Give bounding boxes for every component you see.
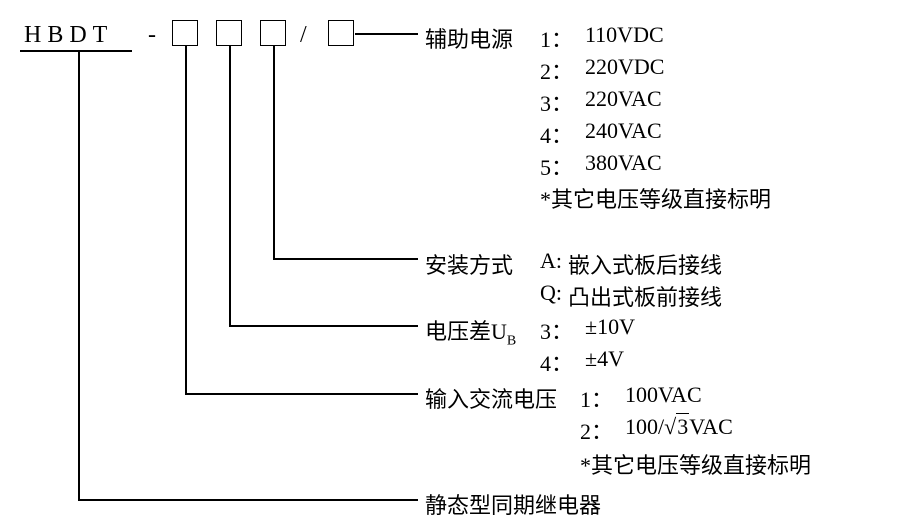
aux-opt-4-code: 4： <box>540 118 573 150</box>
aux-opt-2-val: 220VDC <box>585 54 664 80</box>
aux-opt-3-val: 220VAC <box>585 86 662 112</box>
aux-opt-3-code: 3： <box>540 86 573 118</box>
install-opt-a-code: A: <box>540 248 562 274</box>
vdiff-label-sub: B <box>507 333 516 348</box>
lead-box1-h <box>185 393 418 395</box>
product-name: 静态型同期继电器 <box>425 488 601 520</box>
install-opt-q-val: 凸出式板前接线 <box>568 280 722 312</box>
input-note: *其它电压等级直接标明 <box>580 448 811 480</box>
vdiff-opt-4-code: 4： <box>540 346 573 378</box>
input-opt-2-code: 2： <box>580 414 613 446</box>
input-opt-1-code: 1： <box>580 382 613 414</box>
lead-box3-v <box>273 46 275 259</box>
input-opt-1-val: 100VAC <box>625 382 702 408</box>
lead-box4-h <box>355 33 418 35</box>
lead-box3-h <box>273 258 418 260</box>
aux-opt-5-code: 5： <box>540 150 573 182</box>
input-opt-2-suffix: VAC <box>689 414 733 439</box>
vdiff-opt-4-val: ±4V <box>585 346 624 372</box>
model-code-diagram: HBDT - / 辅助电源 1： 110VDC 2： 220VDC 3： 220… <box>0 0 900 526</box>
sqrt-icon: 3 <box>664 414 689 440</box>
vdiff-opt-3-val: ±10V <box>585 314 635 340</box>
code-prefix: HBDT <box>24 22 113 49</box>
lead-hbdt-h <box>78 499 418 501</box>
lead-hbdt-v <box>78 50 80 500</box>
code-dash: - <box>148 22 156 49</box>
placeholder-box-1 <box>172 20 198 46</box>
input-opt-2-val: 100/3VAC <box>625 414 733 440</box>
aux-opt-2-code: 2： <box>540 54 573 86</box>
aux-opt-5-val: 380VAC <box>585 150 662 176</box>
input-ac-label: 输入交流电压 <box>425 382 557 414</box>
install-label: 安装方式 <box>425 248 513 280</box>
aux-opt-1-val: 110VDC <box>585 22 664 48</box>
aux-note: *其它电压等级直接标明 <box>540 182 771 214</box>
code-slash: / <box>300 22 307 49</box>
aux-opt-1-code: 1： <box>540 22 573 54</box>
vdiff-label: 电压差UB <box>425 314 516 349</box>
vdiff-label-prefix: 电压差U <box>425 319 507 344</box>
placeholder-box-4 <box>328 20 354 46</box>
lead-box2-v <box>229 46 231 326</box>
install-opt-a-val: 嵌入式板后接线 <box>568 248 722 280</box>
lead-box1-v <box>185 46 187 394</box>
placeholder-box-2 <box>216 20 242 46</box>
aux-opt-4-val: 240VAC <box>585 118 662 144</box>
lead-box2-h <box>229 325 418 327</box>
vdiff-opt-3-code: 3： <box>540 314 573 346</box>
sqrt-value: 3 <box>676 413 689 439</box>
input-opt-2-prefix: 100/ <box>625 414 664 439</box>
aux-power-label: 辅助电源 <box>425 22 513 54</box>
prefix-underline <box>20 50 132 52</box>
placeholder-box-3 <box>260 20 286 46</box>
install-opt-q-code: Q: <box>540 280 562 306</box>
